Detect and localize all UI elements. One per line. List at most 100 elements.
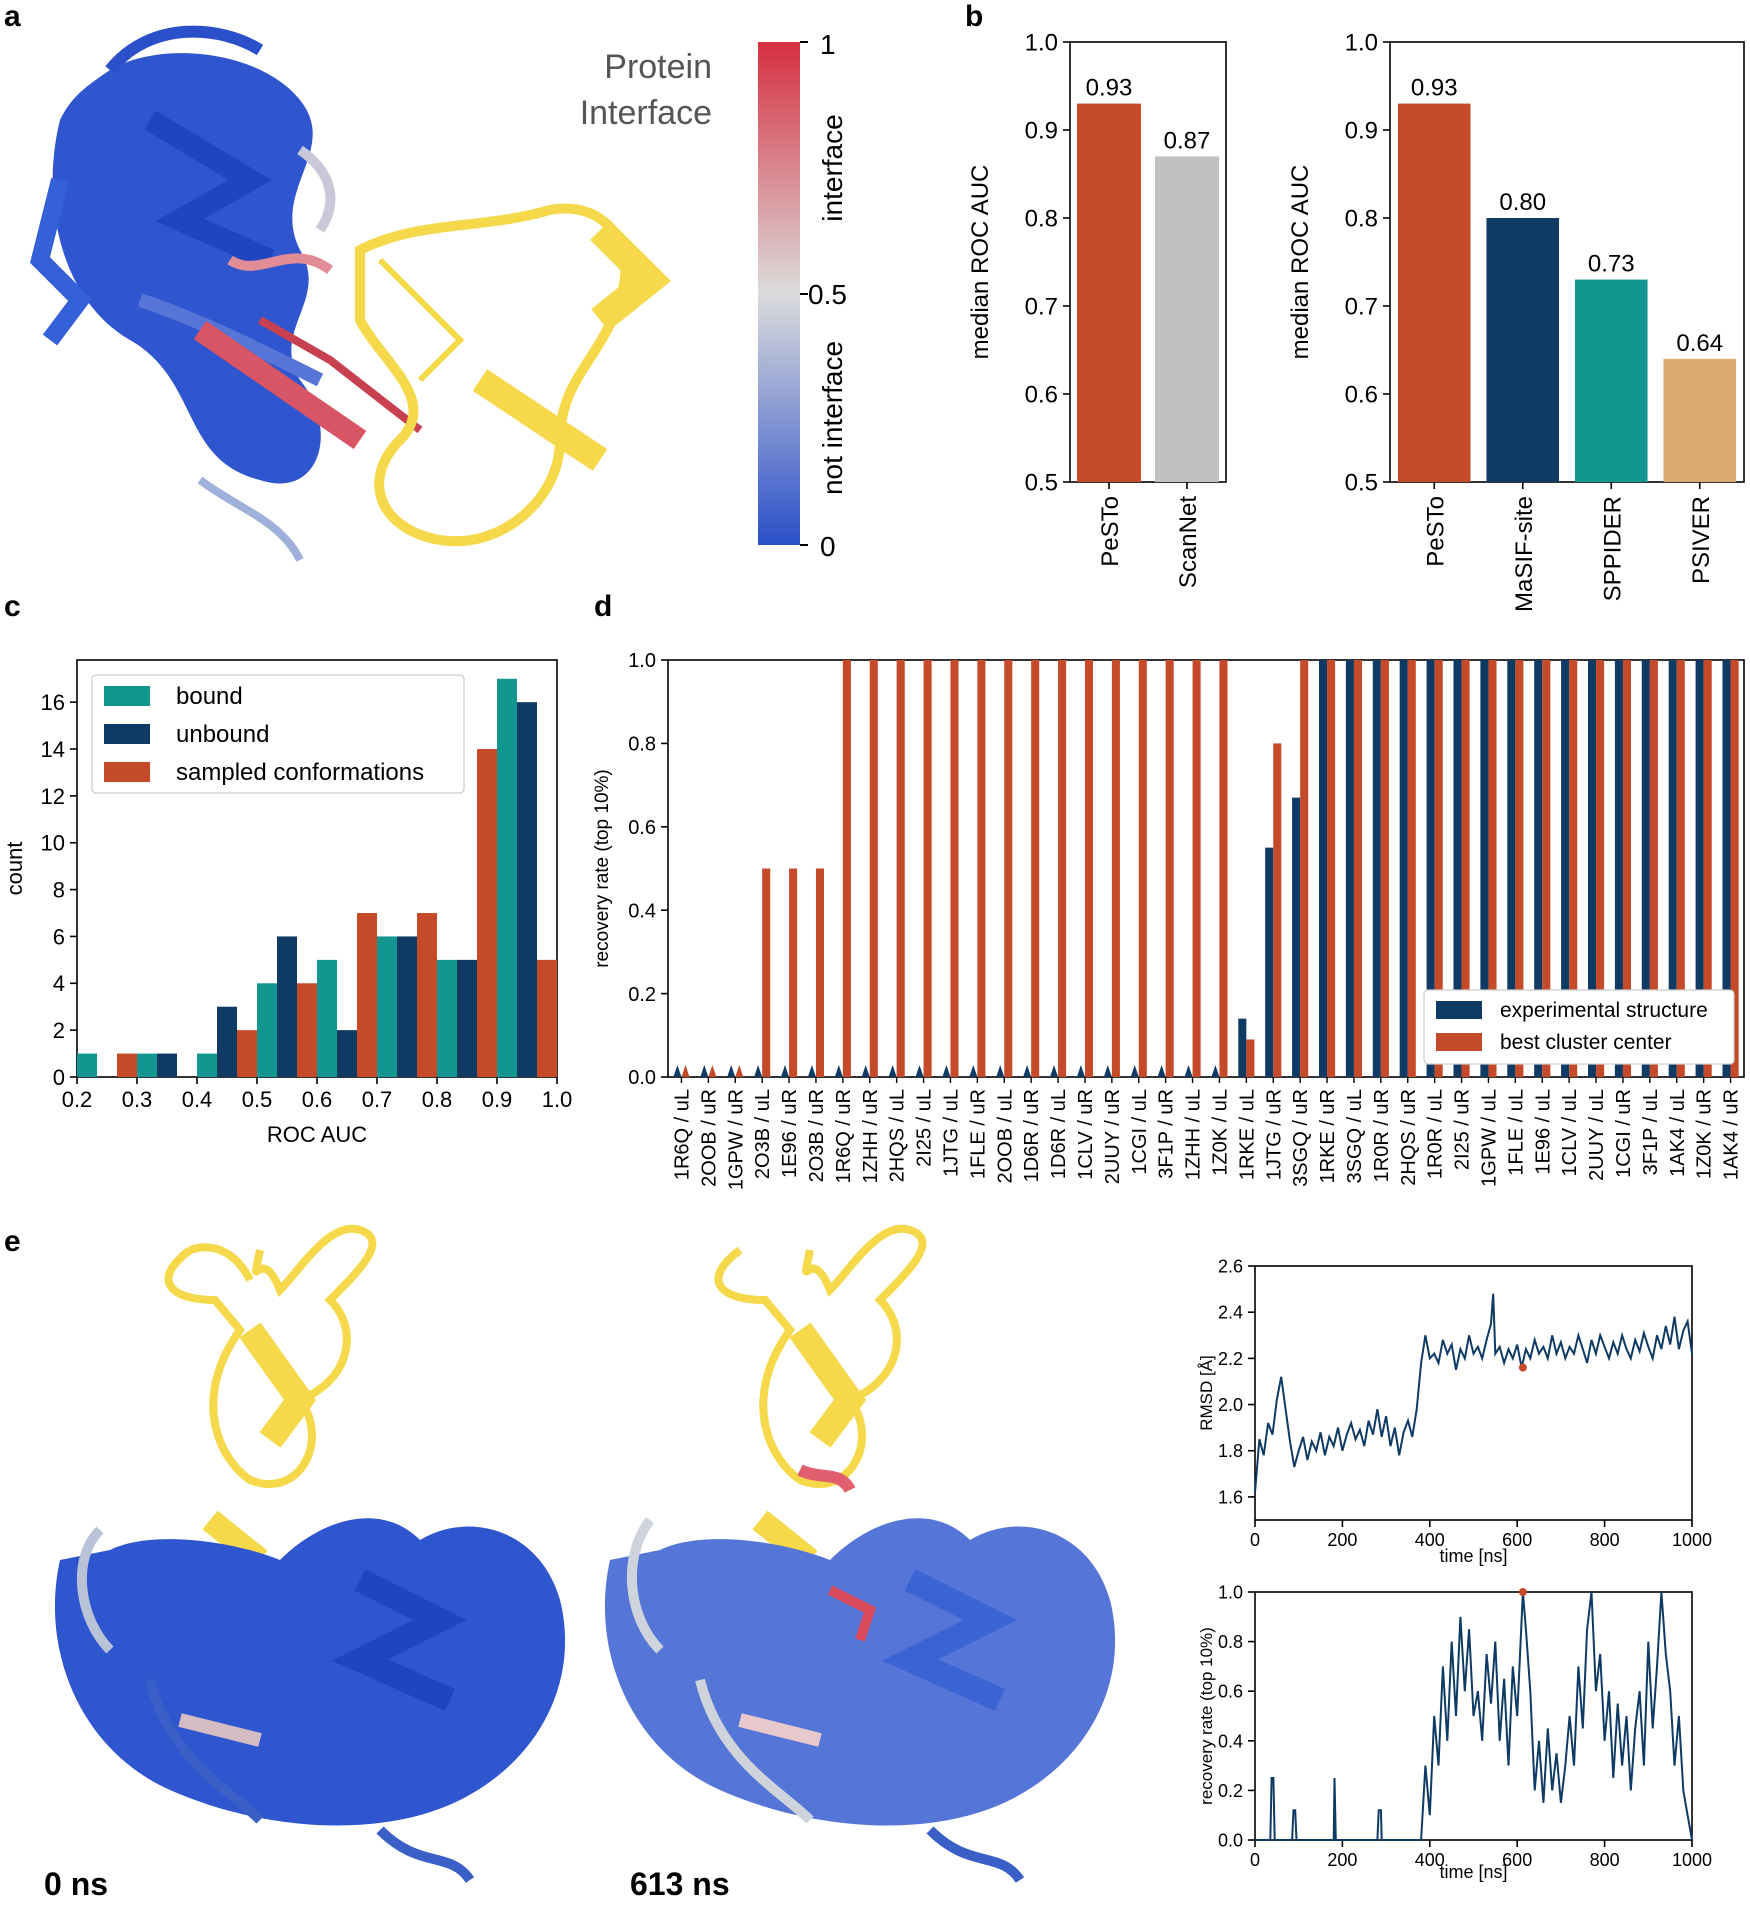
- e_bottom-xlabel: time [ns]: [1439, 1862, 1507, 1882]
- d-ytick-label: 0.6: [628, 817, 656, 839]
- panel-label-d: d: [594, 590, 613, 623]
- c-legend-swatch: [104, 724, 150, 744]
- e_bottom-ytick-label: 0.4: [1218, 1731, 1243, 1751]
- d-category-label: 1AK4 / uR: [1721, 1089, 1743, 1180]
- c-bar-bound: [437, 959, 457, 1077]
- c-xtick-label: 0.3: [122, 1087, 153, 1112]
- d-bar-best-cluster-center: [1084, 660, 1094, 1077]
- protein-structure-e-left: [54, 1224, 566, 1884]
- d-category-label: 1R0R / uR: [1371, 1089, 1393, 1182]
- b_right-category-label: MaSIF-site: [1511, 496, 1538, 612]
- b_right-ytick-label: 0.7: [1345, 294, 1378, 321]
- colorbar-ticks: [800, 41, 808, 546]
- d-category-label: 2O3B / uR: [806, 1089, 828, 1182]
- d-category-label: 1ZHH / uR: [860, 1089, 882, 1183]
- d-category-label: 1ZHH / uL: [1183, 1089, 1205, 1180]
- c-ytick-label: 4: [53, 971, 65, 996]
- d-ytick-label: 0.2: [628, 984, 656, 1006]
- d-bar-best-cluster-center: [869, 660, 878, 1077]
- d-category-label: 1CGI / uR: [1613, 1089, 1635, 1178]
- d-category-label: 1D6R / uL: [1048, 1089, 1070, 1179]
- panel-label-e: e: [4, 1225, 21, 1258]
- d-zero-marker: [708, 1065, 717, 1077]
- d-bar-experimental-structure: [1238, 1018, 1247, 1077]
- b_left-ytick-label: 0.5: [1025, 470, 1058, 497]
- b_right-value-label: 0.93: [1411, 75, 1458, 102]
- d-bar-best-cluster-center: [1596, 660, 1605, 1077]
- chart-b-left: 0.5 0.6 0.7 0.8 0.9 1.0 median ROC AUC 0.93 PeST…: [967, 30, 1227, 588]
- b_left-ytick-label: 1.0: [1025, 30, 1058, 57]
- c-bar-bound: [77, 1053, 97, 1077]
- b_right-bar-SPPIDER: [1574, 279, 1648, 482]
- c-bar-unbound: [337, 1030, 357, 1077]
- c-bar-sampled-conformations: [477, 749, 497, 1077]
- d-category-label: 1JTG / uL: [940, 1089, 962, 1177]
- d-bar-experimental-structure: [1534, 660, 1543, 1077]
- c-bar-unbound: [157, 1053, 177, 1077]
- d-bar-best-cluster-center: [977, 660, 986, 1077]
- e_top-xtick-label: 200: [1327, 1530, 1357, 1550]
- b_right-value-label: 0.64: [1676, 330, 1723, 357]
- d-bar-best-cluster-center: [1488, 660, 1497, 1077]
- e_bottom-ylabel: recovery rate (top 10%): [1197, 1627, 1216, 1805]
- d-legend: [1423, 989, 1735, 1065]
- e_bottom-xtick-label: 800: [1590, 1850, 1620, 1870]
- c-bar-bound: [197, 1053, 217, 1077]
- d-bar-experimental-structure: [1480, 660, 1489, 1077]
- d-bar-best-cluster-center: [1273, 743, 1282, 1077]
- d-bar-experimental-structure: [1292, 797, 1301, 1077]
- chart-d: 0.0 0.2 0.4 0.6 0.8 1.0 recovery rate (top 10%…: [592, 650, 1745, 1190]
- d-bar-best-cluster-center: [1300, 660, 1309, 1077]
- d-zero-marker: [1103, 1065, 1112, 1077]
- d-zero-marker: [1076, 1065, 1085, 1077]
- c-bar-sampled-conformations: [237, 1030, 257, 1077]
- d-category-label: 1CLV / uL: [1559, 1089, 1581, 1176]
- protein-structure-a: [30, 25, 671, 562]
- b_left-value-label: 0.93: [1086, 75, 1133, 102]
- c-bar-unbound: [217, 1006, 237, 1077]
- chart-e-top: 1.6 1.8 2.0 2.2 2.4 2.6 RMSD [Å] 0 200 400 600 800 1…: [1197, 1256, 1712, 1566]
- b_right-value-label: 0.80: [1499, 189, 1546, 216]
- c-legend-swatch: [104, 762, 150, 782]
- time-label-0ns: 0 ns: [44, 1866, 109, 1902]
- d-zero-marker: [996, 1065, 1005, 1077]
- d-bar-best-cluster-center: [1353, 660, 1363, 1077]
- d-zero-marker: [942, 1065, 951, 1077]
- c-bar-sampled-conformations: [297, 983, 317, 1077]
- d-bar-best-cluster-center: [1461, 660, 1470, 1077]
- b_right-category-label: PeSTo: [1422, 496, 1449, 567]
- d-bar-best-cluster-center: [923, 660, 932, 1077]
- d-zero-marker: [915, 1065, 924, 1077]
- d-bar-experimental-structure: [1614, 660, 1623, 1077]
- c-xtick-label: 0.8: [422, 1087, 453, 1112]
- b_left-ytick-label: 0.6: [1025, 382, 1058, 409]
- d-category-label: 1Z0K / uL: [1209, 1089, 1231, 1176]
- d-zero-marker: [735, 1065, 744, 1077]
- d-category-label: 3F1P / uR: [1156, 1089, 1178, 1179]
- d-bar-best-cluster-center: [1192, 660, 1201, 1077]
- d-bar-best-cluster-center: [1569, 660, 1578, 1077]
- chart-b-right: 0.5 0.6 0.7 0.8 0.9 1.0 median ROC AUC 0.93 PeST…: [1287, 30, 1745, 612]
- d-category-label: 2I25 / uL: [914, 1089, 936, 1167]
- c-xtick-label: 1.0: [542, 1087, 573, 1112]
- e_top-xlabel: time [ns]: [1439, 1546, 1507, 1566]
- d-legend-swatch: [1436, 1033, 1482, 1051]
- d-ytick-label: 0.8: [628, 734, 656, 756]
- d-bar-best-cluster-center: [1327, 660, 1336, 1077]
- c-bar-bound: [377, 936, 397, 1077]
- d-bar-best-cluster-center: [1542, 660, 1551, 1077]
- d-ytick-label: 0.0: [628, 1067, 656, 1089]
- b_left-category-label: PeSTo: [1097, 496, 1124, 567]
- d-legend-label: experimental structure: [1500, 999, 1708, 1022]
- c-xlabel: ROC AUC: [267, 1122, 367, 1147]
- d-category-label: 1AK4 / uL: [1667, 1089, 1689, 1177]
- d-category-label: 1CGI / uL: [1129, 1089, 1151, 1175]
- c-legend: [91, 674, 465, 794]
- chart-c: 0 2 4 6 8 10 12 14 16 count 0.2 0.3 0.4 0.5 0.6 0.7 0.8 0…: [2, 659, 573, 1147]
- e_bottom-line: [1255, 1591, 1693, 1841]
- d-zero-marker: [1211, 1065, 1220, 1077]
- d-category-label: 1JTG / uR: [1263, 1089, 1285, 1180]
- b_right-ytick-label: 0.5: [1345, 470, 1378, 497]
- d-bar-experimental-structure: [1695, 660, 1704, 1077]
- c-ytick-label: 8: [53, 878, 65, 903]
